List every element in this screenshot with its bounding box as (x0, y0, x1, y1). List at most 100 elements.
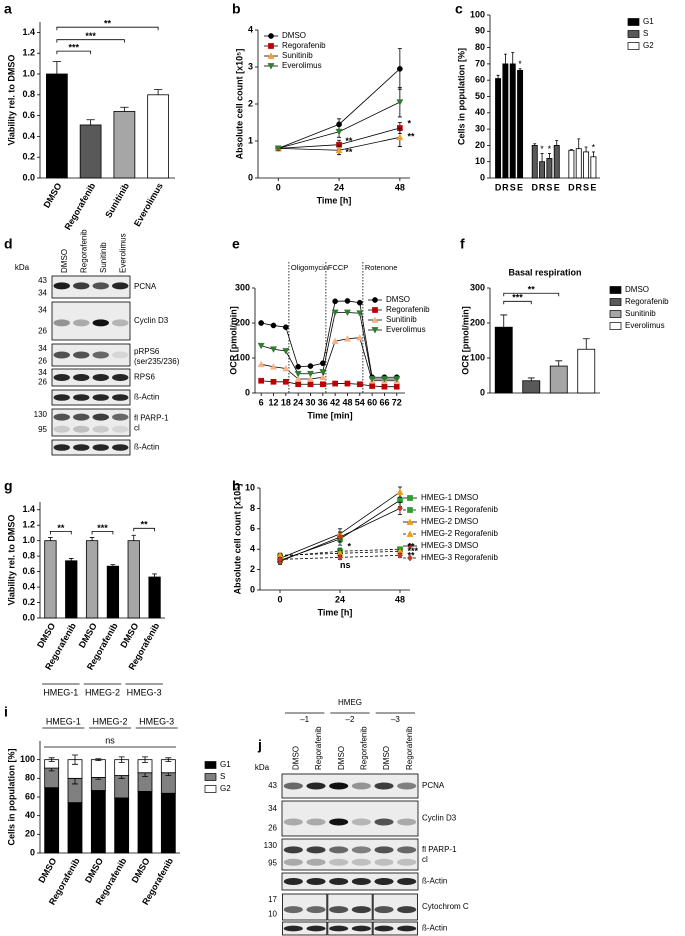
band (73, 374, 90, 381)
error-bar (555, 140, 559, 146)
y-tick-label: 0.0 (22, 612, 35, 622)
error-bar (496, 74, 500, 79)
band (351, 818, 371, 826)
legend-swatch (627, 30, 640, 38)
mw-marker: 26 (38, 377, 47, 386)
error-bar (500, 314, 508, 328)
y-tick-label: 0.6 (22, 566, 35, 576)
x-tick-label: DMSO (130, 856, 152, 884)
y-axis-label: Absolute cell count [x10⁵] (232, 484, 242, 595)
annotation: * (348, 542, 352, 552)
y-tick-label: 40 (475, 107, 485, 117)
x-tick-label: DMSO (42, 181, 64, 209)
row-label: PCNA (134, 282, 157, 291)
lane-label: DMSO (60, 249, 69, 273)
significance-label: *** (97, 523, 108, 533)
bar (553, 144, 560, 179)
error-bar (533, 143, 537, 146)
blot-strip (372, 921, 418, 936)
point (332, 380, 338, 387)
bar (509, 63, 516, 179)
x-tick-label: 0 (276, 182, 281, 192)
legend-swatch (627, 42, 640, 50)
mw-marker: 34 (38, 368, 47, 377)
point (396, 99, 404, 106)
error-bar (110, 564, 116, 567)
legend-label: Everolimus (625, 321, 665, 330)
error-bar (142, 756, 148, 763)
point (319, 373, 327, 381)
point (306, 375, 314, 382)
x-tick-label: 54 (355, 397, 365, 407)
point (295, 363, 302, 370)
x-tick-label: Sunitinib (103, 181, 131, 220)
mw-marker: 43 (38, 276, 47, 285)
point (319, 369, 327, 376)
band (283, 818, 303, 826)
row-label: ß-Actin (134, 443, 159, 452)
band (397, 846, 417, 854)
panel-label: h (232, 478, 241, 494)
y-tick-label: 1 (248, 135, 253, 145)
bar (44, 540, 57, 619)
band (92, 374, 109, 381)
lane-label: Everolimus (118, 233, 127, 273)
point (407, 495, 413, 501)
error-bar (165, 757, 172, 762)
mw-marker: 26 (268, 823, 277, 832)
error-bar (503, 53, 507, 64)
band (92, 444, 109, 451)
band (283, 782, 303, 790)
y-tick-label: 0 (248, 172, 253, 182)
x-tick-label: 66 (379, 397, 389, 407)
significance-label: *** (68, 42, 79, 52)
point (397, 551, 403, 559)
y-tick-label: 0.4 (22, 581, 35, 591)
row-sublabel: (ser235/236) (134, 357, 180, 366)
legend-swatch (204, 761, 217, 769)
band (397, 925, 417, 932)
row-label: pRPS6 (134, 347, 160, 356)
band (306, 782, 326, 790)
point (277, 555, 283, 563)
y-tick-label: 30 (475, 123, 485, 133)
group-label: HMEG-1 (43, 687, 78, 697)
legend-label: Sunitinib (386, 315, 417, 324)
point (331, 309, 339, 317)
band (351, 846, 371, 854)
significance-bracket (50, 530, 72, 535)
annotation: ** (345, 136, 353, 146)
mw-marker: 34 (38, 344, 47, 353)
bar (583, 151, 590, 179)
band (112, 374, 129, 381)
group-label: –1 (300, 715, 309, 724)
bar (79, 124, 102, 179)
legend-label: HMEG-2 DMSO (421, 517, 478, 526)
group-label: HMEG-1 (46, 716, 81, 726)
error-bar (527, 377, 535, 381)
y-tick-label: 6 (250, 523, 255, 533)
point (274, 145, 282, 153)
significance-bracket (56, 39, 125, 43)
significance-bracket (503, 300, 532, 305)
x-tick-label: 6 (259, 397, 264, 407)
band (306, 925, 326, 932)
y-tick-label: 80 (25, 773, 35, 783)
band (374, 906, 394, 914)
band (73, 413, 90, 421)
band (112, 351, 129, 359)
point (269, 346, 278, 353)
y-axis-label: Viability rel. to DMSO (6, 55, 16, 146)
row-label: Cytochrom C (422, 902, 469, 911)
band (306, 846, 326, 854)
point (282, 324, 289, 331)
row-label: Cyclin D3 (422, 814, 457, 823)
significance-label: ** (141, 520, 149, 530)
x-tick-label: DMSO (77, 621, 99, 649)
point (257, 342, 265, 350)
annotation: ns (340, 560, 351, 570)
band (92, 351, 109, 359)
y-tick-label: 100 (235, 352, 250, 362)
x-tick-label: 0 (277, 594, 282, 604)
